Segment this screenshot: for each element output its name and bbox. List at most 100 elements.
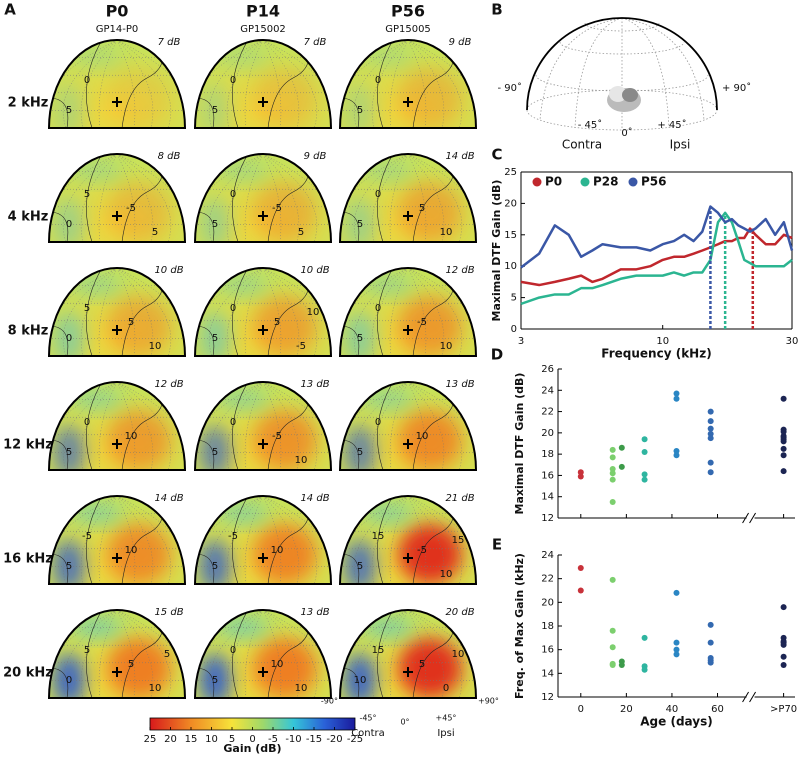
grid-meridian [62,382,118,470]
grid-meridian [407,268,463,356]
data-point [707,639,714,646]
max-gain-label: 13 dB [300,379,329,390]
y-axis-title: Maximal DTF Gain (dB) [513,373,526,515]
data-point [577,587,584,594]
warm-region [107,524,171,584]
orientation-label: +90° [478,697,499,706]
map-outline [47,267,187,357]
data-point [673,447,680,454]
grid-meridian [116,268,136,356]
max-gain-label: 15 dB [154,607,183,618]
cool-region [199,198,231,242]
warm-region [253,410,317,470]
grid-meridian [116,382,136,470]
grid-meridian [407,496,445,584]
cool-region [53,84,85,128]
contour [232,382,249,470]
max-gain-label: 20 dB [445,607,474,618]
y-tick-label: 5 [511,293,517,304]
contour-label: 0 [230,417,236,428]
contour [86,268,103,356]
gain-map [340,382,476,470]
center-cross [403,667,413,677]
contour-label: 10 [295,455,308,466]
cool-region [71,48,123,68]
data-point [673,646,680,653]
grid-meridian [80,154,118,242]
cool-region [362,48,414,68]
data-point [609,499,616,506]
gain-map [340,610,476,698]
data-point [707,430,714,437]
contour-label: -5 [417,317,427,328]
contour-label: 5 [128,659,134,670]
grid-meridian [353,40,409,128]
contour-label: 5 [212,219,218,230]
grid-meridian [371,40,409,128]
warm-region [398,638,462,698]
max-gain-label: 10 dB [154,265,183,276]
grid-meridian [226,40,264,128]
grid-meridian [62,610,118,698]
cool-region [217,48,269,68]
gain-map [195,496,331,584]
data-point [780,468,787,475]
data-point [707,459,714,466]
grid-meridian [208,610,264,698]
data-point [780,445,787,452]
contour [377,382,394,470]
orientation-label: 0˚ [621,127,632,139]
gain-map [195,382,331,470]
contour-label: 10 [271,545,284,556]
grid-meridian [407,268,427,356]
gain-map [340,268,476,356]
grid-meridian [407,154,445,242]
x-axis-title: Age (days) [640,715,712,729]
center-cross [403,553,413,563]
y-tick-label: 20 [541,428,554,439]
contour-label: 10 [440,569,453,580]
data-point [609,466,616,473]
grid-meridian [371,610,409,698]
grid-meridian [262,496,300,584]
contour-label: 0 [375,417,381,428]
contour-label: 0 [66,675,72,686]
max-gain-label: 9 dB [449,37,472,48]
orientation-label: - 90˚ [497,82,522,94]
grid-meridian [407,382,445,470]
contour-label: 5 [357,219,363,230]
contour-label: -5 [82,531,92,542]
cool-region [344,84,376,128]
data-point [609,662,616,669]
data-point [673,651,680,658]
center-cross [258,439,268,449]
data-point [577,469,584,476]
grid-meridian [389,496,409,584]
contour [86,40,103,128]
colorbar-tick-label: -25 [347,734,363,745]
row-label: 20 kHz [3,666,53,681]
orientation-label: + 90˚ [722,82,751,94]
data-point [618,444,625,451]
cool-region [53,540,85,584]
grid-meridian [371,382,409,470]
grid-meridian [262,154,300,242]
orientation-label: +45° [436,714,457,723]
contour-label: 5 [419,659,425,670]
contour [232,496,249,584]
y-tick-label: 20 [504,198,517,209]
grid-meridian [116,610,172,698]
map-outline [47,153,187,243]
orientation-label: Ipsi [670,138,691,152]
grid-meridian [116,40,154,128]
map-outline [193,153,333,243]
max-gain-label: 21 dB [445,493,474,504]
cool-region [199,312,231,356]
contour-label: 5 [84,189,90,200]
legend-label: P56 [641,175,667,189]
contour [86,496,103,584]
center-cross [258,553,268,563]
contour-label: -5 [272,203,282,214]
gain-map [340,496,476,584]
